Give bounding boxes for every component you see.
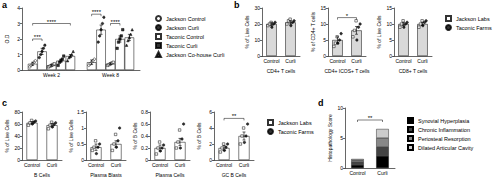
svg-text:0.2: 0.2 [141, 145, 148, 151]
svg-text:0.8: 0.8 [141, 109, 148, 115]
svg-text:5: 5 [323, 37, 326, 43]
svg-text:*: * [346, 13, 349, 19]
svg-text:Taconic Control: Taconic Control [166, 34, 204, 40]
svg-text:10: 10 [386, 21, 392, 27]
svg-text:Curli: Curli [175, 162, 185, 168]
svg-text:Curli: Curli [377, 170, 387, 176]
svg-text:1.5: 1.5 [77, 109, 84, 115]
svg-text:Control: Control [216, 162, 232, 168]
svg-text:3: 3 [17, 21, 20, 27]
svg-text:Jackson Labs: Jackson Labs [456, 16, 490, 22]
svg-text:6: 6 [209, 109, 212, 115]
svg-text:Chronic Inflammation: Chronic Inflammation [418, 127, 470, 133]
svg-text:5: 5 [389, 37, 392, 43]
svg-text:15: 15 [386, 5, 392, 11]
svg-text:Taconic Farms: Taconic Farms [456, 25, 492, 31]
svg-text:Periosteal Resorption: Periosteal Resorption [418, 136, 471, 142]
svg-text:10: 10 [337, 105, 343, 111]
svg-text:Taconic Farms: Taconic Farms [278, 129, 314, 135]
svg-text:Jackson Co-house Curli: Jackson Co-house Curli [166, 52, 224, 58]
svg-text:Jackson Labs: Jackson Labs [278, 120, 312, 126]
svg-text:0: 0 [389, 53, 392, 59]
svg-text:****: **** [111, 19, 121, 25]
svg-text:Curli: Curli [111, 162, 121, 168]
svg-text:% of B Cells: % of B Cells [196, 122, 202, 150]
svg-text:Dilated Articular Cavity: Dilated Articular Cavity [418, 145, 474, 151]
svg-text:a: a [2, 0, 8, 10]
svg-text:0: 0 [81, 157, 84, 163]
svg-text:30: 30 [254, 5, 260, 11]
svg-text:0: 0 [17, 157, 20, 163]
svg-text:Curli: Curli [239, 162, 249, 168]
svg-text:Week 8: Week 8 [102, 72, 119, 78]
svg-text:Plasma Cells: Plasma Cells [155, 172, 185, 178]
svg-text:40: 40 [14, 133, 20, 139]
svg-text:**: ** [232, 113, 237, 119]
svg-text:Week 2: Week 2 [43, 72, 60, 78]
svg-text:Control: Control [263, 58, 279, 64]
svg-text:0.5: 0.5 [77, 141, 84, 147]
svg-text:Control: Control [349, 170, 365, 176]
svg-text:0.4: 0.4 [141, 133, 148, 139]
svg-text:Control: Control [88, 162, 104, 168]
svg-text:Jackson Control: Jackson Control [166, 16, 205, 22]
svg-text:**: ** [368, 115, 373, 121]
svg-text:15: 15 [320, 5, 326, 11]
svg-text:% of Live Cells: % of Live Cells [244, 15, 250, 49]
svg-text:CD8+ T cells: CD8+ T cells [399, 68, 428, 74]
svg-text:Curli: Curli [285, 58, 295, 64]
svg-text:Plasma Blasts: Plasma Blasts [90, 172, 122, 178]
svg-text:CD4+ T cells: CD4+ T cells [267, 68, 296, 74]
svg-text:Curli: Curli [47, 162, 57, 168]
svg-text:% of Live Cells: % of Live Cells [4, 119, 10, 153]
svg-text:0.6: 0.6 [141, 121, 148, 127]
svg-text:1: 1 [17, 52, 20, 58]
svg-text:0: 0 [340, 165, 343, 171]
svg-text:O.D: O.D [4, 34, 10, 43]
svg-text:% of B Cells: % of B Cells [132, 122, 138, 150]
svg-text:Control: Control [395, 58, 411, 64]
svg-text:****: **** [92, 9, 102, 15]
svg-text:80: 80 [14, 109, 20, 115]
svg-text:20: 20 [254, 21, 260, 27]
svg-text:% of CD4+ T cells: % of CD4+ T cells [310, 12, 316, 52]
svg-text:Control: Control [329, 58, 345, 64]
svg-text:0: 0 [17, 67, 20, 73]
svg-text:Curli: Curli [417, 58, 427, 64]
svg-text:Histopathology Score: Histopathology Score [327, 114, 333, 162]
svg-text:Control: Control [152, 162, 168, 168]
svg-text:***: *** [34, 34, 42, 40]
svg-text:10: 10 [320, 21, 326, 27]
svg-text:4: 4 [209, 125, 212, 131]
svg-text:GC B Cells: GC B Cells [222, 172, 247, 178]
svg-text:0: 0 [257, 53, 260, 59]
svg-text:2: 2 [209, 141, 212, 147]
svg-text:b: b [234, 0, 240, 10]
svg-text:0: 0 [145, 157, 148, 163]
svg-text:1: 1 [81, 125, 84, 131]
svg-text:2: 2 [17, 36, 20, 42]
svg-text:4: 4 [17, 5, 20, 11]
svg-text:d: d [318, 98, 324, 108]
svg-text:CD4+ ICOS+ T cells: CD4+ ICOS+ T cells [324, 68, 370, 74]
svg-text:10: 10 [254, 37, 260, 43]
svg-text:% of Live Cells: % of Live Cells [68, 119, 74, 153]
svg-text:0: 0 [323, 53, 326, 59]
svg-text:0: 0 [209, 157, 212, 163]
svg-text:Taconic Curli: Taconic Curli [166, 43, 197, 49]
svg-text:Control: Control [24, 162, 40, 168]
svg-text:20: 20 [14, 145, 20, 151]
svg-text:Synovial Hyperplasia: Synovial Hyperplasia [418, 118, 470, 124]
svg-text:c: c [2, 98, 7, 108]
svg-text:% of Live Cells: % of Live Cells [376, 15, 382, 49]
svg-text:****: **** [47, 19, 57, 25]
svg-text:Curli: Curli [351, 58, 361, 64]
svg-text:5: 5 [340, 135, 343, 141]
svg-text:Jackson Curli: Jackson Curli [166, 25, 199, 31]
svg-text:B Cells: B Cells [34, 172, 50, 178]
svg-text:60: 60 [14, 121, 20, 127]
